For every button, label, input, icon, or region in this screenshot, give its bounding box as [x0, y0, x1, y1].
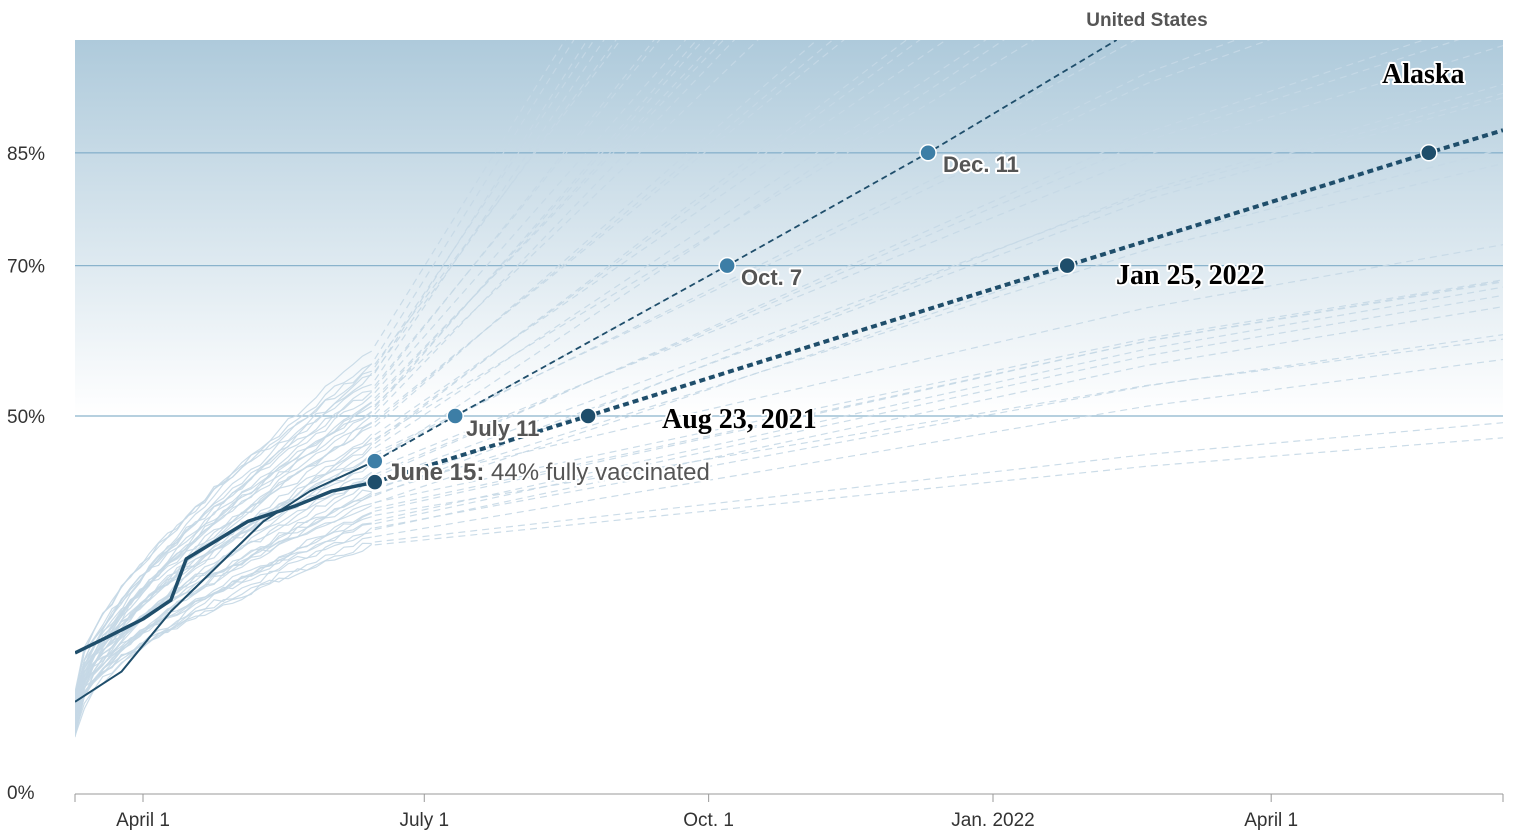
- y-tick-label-85: 85%: [7, 144, 45, 165]
- state-observed-line: [75, 484, 372, 731]
- us-series-label: United States: [1086, 10, 1207, 31]
- state-projection-line: [374, 40, 655, 389]
- milestone-markers: [366, 144, 1438, 491]
- x-tick-label-2: Oct. 1: [683, 810, 734, 831]
- state-projection-line: [374, 148, 1503, 504]
- state-observed-line: [75, 395, 373, 724]
- state-observed-line: [75, 462, 373, 701]
- state-projection-line: [374, 437, 1503, 546]
- state-projection-line: [374, 40, 1460, 475]
- state-projection-line: [374, 83, 1503, 497]
- x-tick-label-4: April 1: [1244, 810, 1298, 831]
- us-milestone-70-label: Oct. 7: [741, 265, 802, 290]
- state-projection-line: [374, 338, 1503, 516]
- reference-lines: [75, 152, 1503, 417]
- state-projection-line: [374, 40, 1035, 440]
- alaska-observed-line: [75, 480, 376, 655]
- state-projection-line: [374, 40, 1271, 454]
- alaska-milestone-70-label: Jan 25, 2022: [1116, 260, 1265, 291]
- x-tick-label-1: July 1: [399, 810, 449, 831]
- state-observed-line: [75, 401, 373, 721]
- state-observed-line: [75, 442, 372, 738]
- alaska-series-label: Alaska: [1382, 59, 1464, 90]
- united-states-milestone-point-85: [919, 144, 937, 162]
- state-observed-line: [75, 421, 372, 729]
- y-axis-ticks: 0% 50% 70% 85%: [7, 144, 45, 804]
- current-status-date: June 15:: [387, 459, 484, 486]
- state-observed-line: [75, 493, 373, 720]
- state-observed-line: [75, 536, 372, 713]
- state-projection-line: [374, 40, 687, 394]
- state-observed-line: [75, 374, 372, 716]
- state-projection-line: [374, 45, 1503, 470]
- us-milestone-85-label: Dec. 11: [943, 152, 1019, 177]
- state-observed-line: [75, 446, 373, 706]
- other-state-lines: [75, 40, 1503, 738]
- state-observed-line: [75, 443, 373, 735]
- state-projection-line: [374, 40, 947, 436]
- alaska-milestone-point-70: [1058, 256, 1076, 275]
- current-status-text: 44% fully vaccinated: [484, 459, 709, 486]
- state-observed-line: [75, 516, 372, 712]
- state-observed-line: [75, 512, 372, 734]
- y-tick-label-50: 50%: [7, 407, 45, 428]
- united-states-milestone-point-44: [366, 452, 384, 470]
- alaska-milestone-point-50: [579, 407, 597, 425]
- current-status-label: June 15: 44% fully vaccinated: [387, 459, 710, 486]
- y-tick-label-0: 0%: [7, 783, 35, 804]
- state-observed-line: [75, 471, 373, 717]
- y-tick-label-70: 70%: [7, 257, 45, 278]
- x-axis-ticks: April 1 July 1 Oct. 1 Jan. 2022 April 1: [116, 794, 1298, 831]
- state-projection-line: [374, 40, 818, 427]
- state-observed-line: [75, 411, 373, 710]
- state-projection-line: [374, 40, 705, 408]
- state-observed-line: [75, 372, 373, 732]
- united-states-milestone-point-70: [718, 256, 736, 275]
- axes: [74, 793, 1504, 802]
- state-observed-line: [75, 531, 372, 700]
- x-tick-label-3: Jan. 2022: [951, 810, 1034, 831]
- us-milestone-50-label: July 11: [466, 416, 539, 441]
- state-projection-line: [374, 40, 718, 402]
- x-tick-label-0: April 1: [116, 810, 170, 831]
- state-projection-line: [374, 244, 1503, 488]
- united-states-observed-line: [75, 460, 376, 703]
- alaska-milestone-point-85: [1420, 144, 1438, 162]
- state-projection-line: [374, 40, 1426, 478]
- alaska-milestone-point-41.2: [366, 473, 384, 491]
- united-states-milestone-point-50: [446, 407, 464, 425]
- state-projection-line: [374, 358, 1503, 538]
- projection-band: [75, 40, 1503, 415]
- state-observed-line: [75, 415, 373, 733]
- state-observed-line: [75, 363, 372, 699]
- state-projection-line: [374, 162, 1503, 495]
- annotation-labels: United States Alaska July 11 Oct. 7 Dec.…: [385, 10, 1466, 488]
- alaska-milestone-50-label: Aug 23, 2021: [662, 404, 817, 435]
